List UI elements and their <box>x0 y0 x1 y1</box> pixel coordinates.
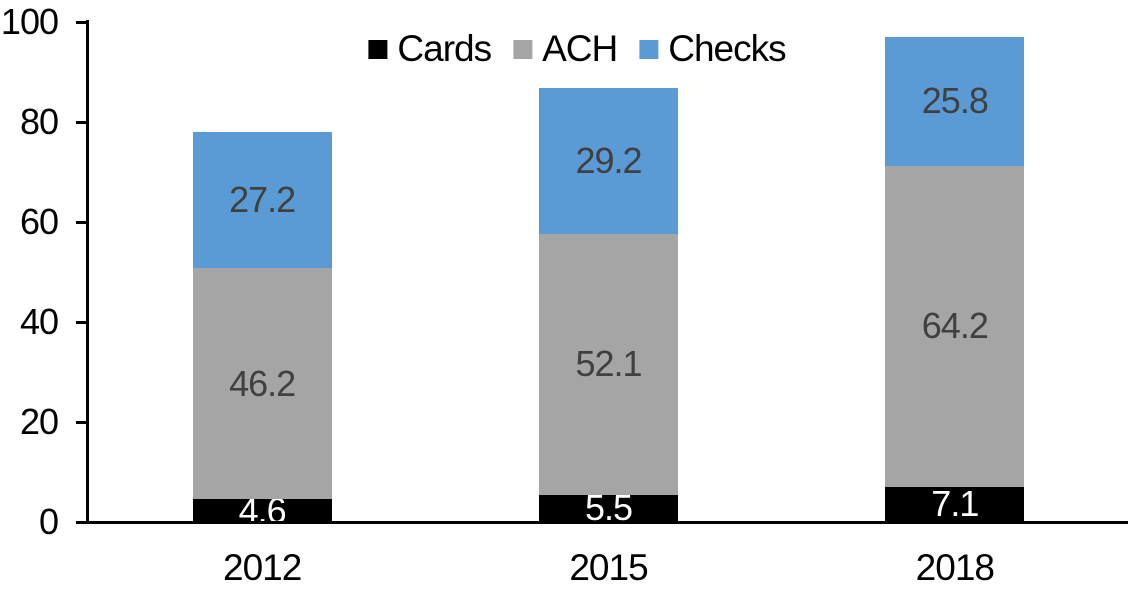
y-axis-tick-label: 0 <box>38 501 59 542</box>
legend-item-checks: Checks <box>639 28 787 69</box>
data-label-cards-2018: 7.1 <box>931 483 979 525</box>
legend-item-ach: ACH <box>513 28 618 69</box>
bar-segment-ach-2015: 52.1 <box>539 234 678 495</box>
data-label-ach-2015: 52.1 <box>575 343 642 385</box>
x-axis-category-label-2015: 2015 <box>569 547 648 588</box>
data-label-checks-2015: 29.2 <box>575 140 642 181</box>
data-label-cards-2015: 5.5 <box>584 487 633 529</box>
legend-label-checks: Checks <box>668 28 786 69</box>
y-axis-tick <box>76 321 86 324</box>
bar-segment-cards-2015: 5.5 <box>539 490 678 526</box>
bar-segment-checks-2015: 29.2 <box>539 88 678 234</box>
data-label-checks-2012: 27.2 <box>229 179 296 220</box>
x-axis-category-label-2012: 2012 <box>223 547 302 588</box>
legend-label-cards: Cards <box>397 28 492 69</box>
bar-segment-ach-2018: 64.2 <box>885 165 1025 487</box>
y-axis-tick <box>76 21 86 24</box>
y-axis-tick <box>76 121 86 124</box>
y-axis-tick-label: 20 <box>19 401 59 442</box>
y-axis-tick-label: 100 <box>0 1 59 42</box>
bar-segment-cards-2012: 4.6 <box>192 492 332 528</box>
data-label-ach-2018: 64.2 <box>921 305 989 346</box>
legend-label-ach: ACH <box>542 28 618 69</box>
legend-marker-cards-icon <box>368 39 388 59</box>
bar-segment-ach-2012: 46.2 <box>192 268 332 499</box>
data-label-ach-2012: 46.2 <box>229 362 296 404</box>
y-axis-tick <box>76 521 86 524</box>
legend-item-cards: Cards <box>368 28 492 69</box>
y-axis-tick-label: 80 <box>19 101 59 142</box>
legend-marker-ach-icon <box>513 39 533 59</box>
data-label-checks-2018: 25.8 <box>921 80 989 121</box>
bar-segment-checks-2012: 27.2 <box>192 132 332 268</box>
bar-segment-checks-2018: 25.8 <box>885 36 1025 166</box>
y-axis-tick <box>76 221 86 224</box>
y-axis-line <box>86 20 89 524</box>
y-axis-tick-label: 40 <box>19 301 59 342</box>
y-axis-tick-label: 60 <box>19 201 59 242</box>
bar-segment-cards-2018: 7.1 <box>885 483 1025 525</box>
chart-legend: Cards ACH Checks <box>368 28 787 69</box>
x-axis-line <box>86 521 1128 524</box>
legend-marker-checks-icon <box>639 39 659 59</box>
x-axis-category-label-2018: 2018 <box>915 547 995 588</box>
y-axis-tick <box>76 421 86 424</box>
